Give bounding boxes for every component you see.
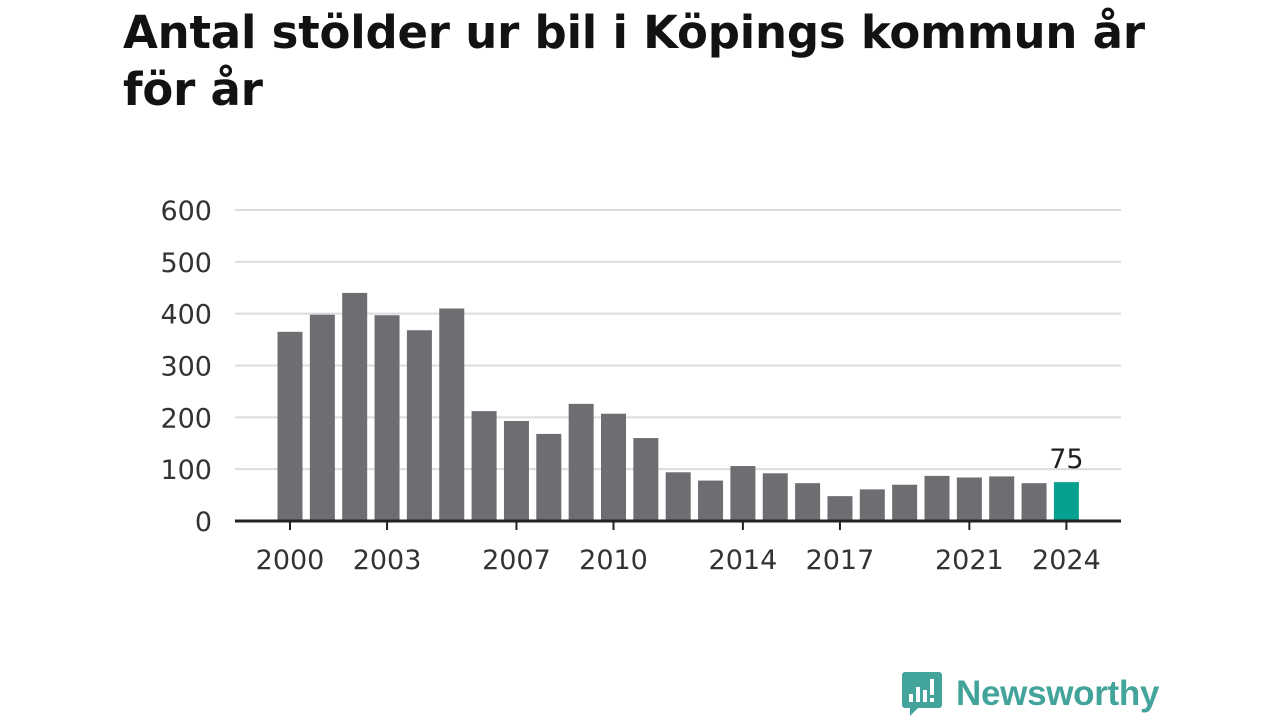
newsworthy-logo-text: Newsworthy [956, 674, 1160, 713]
bars [277, 292, 1079, 522]
x-axis [235, 519, 1121, 530]
gridlines [235, 209, 1121, 471]
bar-2007 [503, 420, 529, 521]
bar-2018 [859, 489, 885, 521]
y-tick-label: 200 [160, 403, 212, 434]
y-tick-label: 0 [195, 507, 212, 538]
bar-2009 [568, 403, 594, 521]
bar-2005 [439, 308, 465, 521]
bar-2010 [601, 413, 626, 521]
bar-2024 [1053, 482, 1079, 522]
bar-2017 [827, 496, 853, 521]
x-tick-label: 2014 [709, 545, 778, 576]
x-tick-label: 2021 [935, 545, 1004, 576]
bar-2000 [277, 331, 303, 521]
y-tick-label: 300 [160, 352, 212, 383]
data-labels: 75 [1049, 444, 1083, 475]
x-axis-labels: 2000 2003 2007 2010 2014 2017 2021 2024 [256, 545, 1101, 576]
bar-2023 [1021, 483, 1047, 521]
bar-2004 [406, 330, 432, 521]
bar-2021 [956, 477, 982, 521]
newsworthy-logo: Newsworthy [902, 670, 1159, 718]
bar-2008 [536, 433, 562, 521]
bar-2011 [633, 438, 659, 521]
y-tick-label: 500 [160, 248, 212, 279]
bar-2019 [892, 484, 918, 521]
x-tick-label: 2003 [353, 545, 422, 576]
x-tick-label: 2000 [256, 545, 325, 576]
chart-title: Antal stölder ur bil i Köpings kommun år… [123, 6, 1145, 116]
bar-2013 [698, 480, 724, 521]
bar-2015 [762, 473, 788, 521]
bar-2014 [730, 466, 756, 521]
y-tick-label: 400 [160, 300, 212, 331]
y-tick-label: 100 [160, 455, 212, 486]
bar-2006 [471, 411, 497, 521]
y-tick-label: 600 [160, 196, 212, 227]
x-tick-label: 2024 [1032, 545, 1101, 576]
newsworthy-logo-icon [902, 672, 942, 716]
x-tick-label: 2010 [579, 545, 648, 576]
x-tick-label: 2017 [806, 545, 875, 576]
y-axis-labels: 0 100 200 300 400 500 600 [160, 196, 212, 538]
highlight-value-label: 75 [1049, 444, 1083, 475]
bar-2022 [989, 476, 1015, 521]
bar-2001 [309, 314, 335, 521]
bar-2016 [795, 483, 821, 521]
bar-2020 [924, 475, 950, 521]
bar-2012 [665, 472, 691, 521]
bar-2003 [374, 315, 400, 521]
x-tick-label: 2007 [482, 545, 551, 576]
bar-2002 [342, 292, 368, 521]
